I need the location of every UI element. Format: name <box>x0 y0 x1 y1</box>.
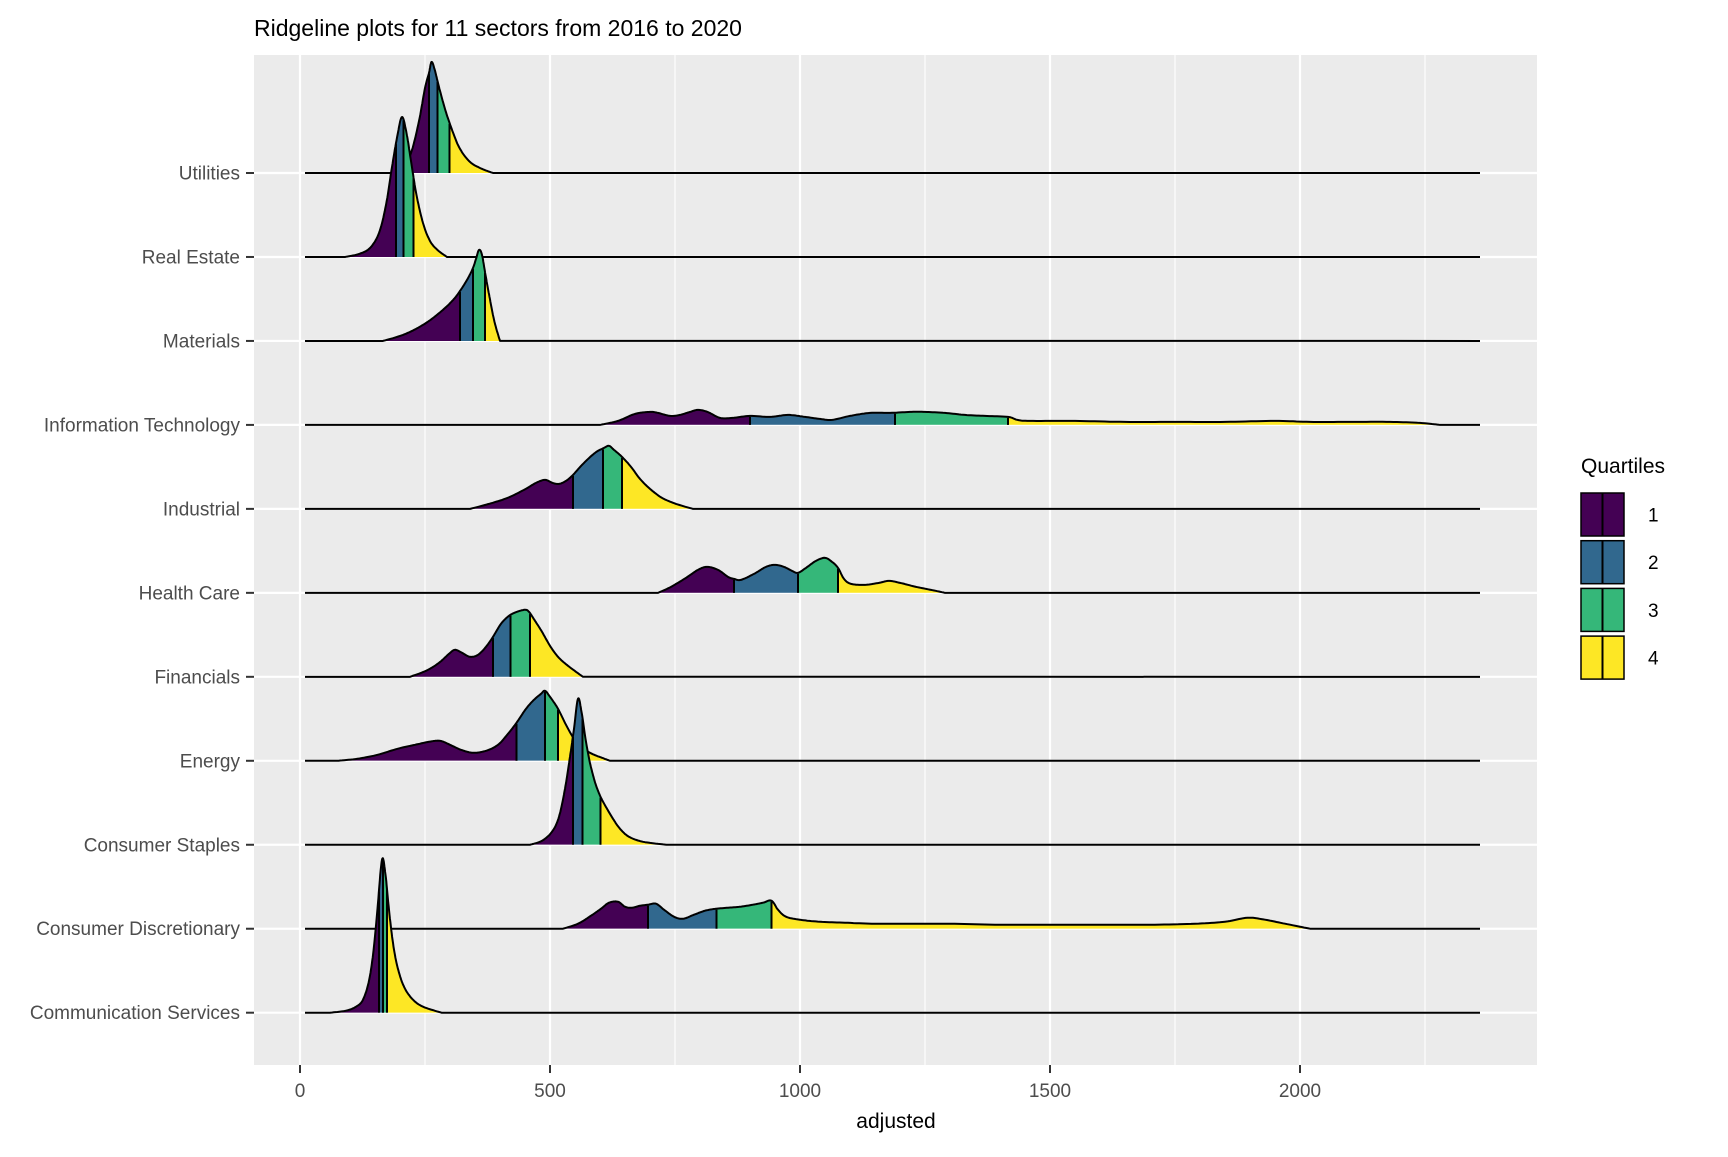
ridge-information-technology <box>305 408 1481 426</box>
ridge-financials <box>305 608 1481 678</box>
y-category-label-consumer-discretionary: Consumer Discretionary <box>36 919 240 940</box>
x-tick-label: 2000 <box>1279 1081 1321 1102</box>
ridge-outline <box>305 408 1481 426</box>
y-category-label-industrial: Industrial <box>163 499 240 520</box>
quartile-area-4 <box>838 567 945 593</box>
y-category-label-information-technology: Information Technology <box>44 415 241 436</box>
ridge-outline <box>305 444 1481 510</box>
y-category-label-health-care: Health Care <box>139 583 240 604</box>
ridge-outline <box>305 899 1481 930</box>
quartile-area-4 <box>530 612 583 677</box>
ridge-outline <box>305 116 1481 258</box>
ridge-utilities <box>305 60 1480 174</box>
quartile-area-4 <box>485 272 500 341</box>
x-axis-ticks: 0 500 1000 1500 2000 <box>295 1065 1321 1102</box>
quartile-area-4 <box>413 177 447 257</box>
quartile-area-3 <box>895 411 1008 425</box>
ridge-outline <box>305 248 1481 342</box>
quartile-area-1 <box>392 73 429 173</box>
x-tick-label: 1000 <box>779 1081 821 1102</box>
quartile-area-4 <box>387 889 442 1013</box>
quartile-area-1 <box>410 636 493 677</box>
quartile-area-1 <box>658 566 734 593</box>
y-category-label-real-estate: Real Estate <box>142 247 240 268</box>
legend-key-3: 3 <box>1580 587 1659 633</box>
quartile-area-4 <box>600 796 667 845</box>
quartile-area-2 <box>573 698 583 845</box>
quartile-area-3 <box>437 81 450 173</box>
legend-entry-label: 3 <box>1648 601 1659 622</box>
quartile-area-3 <box>510 609 530 677</box>
legend-entry-label: 2 <box>1648 553 1659 574</box>
legend-key-2: 2 <box>1580 539 1659 585</box>
y-category-label-consumer-staples: Consumer Staples <box>84 835 240 856</box>
y-category-label-materials: Materials <box>163 331 240 352</box>
legend-entry-label: 1 <box>1648 506 1659 527</box>
y-axis-labels: Utilities Real Estate Materials Information… <box>30 164 254 1024</box>
quartile-area-1 <box>530 735 573 845</box>
quartile-area-2 <box>516 690 545 761</box>
quartile-area-4 <box>449 122 493 173</box>
quartile-area-4 <box>771 900 1310 929</box>
chart-title: Ridgeline plots for 11 sectors from 2016… <box>254 15 742 41</box>
ridge-real-estate <box>305 116 1481 258</box>
legend: 1 2 3 4 <box>1580 492 1659 680</box>
y-category-label-financials: Financials <box>154 667 240 688</box>
quartile-area-3 <box>403 119 414 257</box>
quartile-area-2 <box>429 61 438 173</box>
y-category-label-utilities: Utilities <box>179 164 240 185</box>
panel-background <box>254 55 1537 1065</box>
quartile-area-3 <box>603 445 622 509</box>
quartile-area-3 <box>545 690 558 761</box>
ridge-outline <box>305 697 1481 846</box>
y-category-label-communication-services: Communication Services <box>30 1003 240 1024</box>
ridge-health-care <box>305 556 1481 594</box>
legend-key-1: 1 <box>1580 492 1659 537</box>
ridge-outline <box>305 608 1481 678</box>
quartile-area-2 <box>396 117 404 257</box>
ridge-outline <box>305 556 1481 594</box>
legend-entry-label: 4 <box>1648 649 1659 670</box>
quartile-area-1 <box>330 890 379 1013</box>
quartile-area-2 <box>734 564 798 593</box>
quartile-area-1 <box>345 142 396 257</box>
ridge-consumer-staples <box>305 697 1481 846</box>
quartile-area-4 <box>622 456 693 509</box>
quartile-area-2 <box>648 903 717 929</box>
quartile-area-3 <box>473 249 485 341</box>
quartile-area-2 <box>573 448 603 509</box>
ridge-communication-services <box>305 857 1480 1014</box>
ridge-industrial <box>305 444 1481 510</box>
ridge-outline <box>305 60 1480 174</box>
ridge-consumer-discretionary <box>305 899 1481 930</box>
quartile-area-1 <box>383 290 460 341</box>
x-tick-label: 500 <box>534 1081 566 1102</box>
x-axis-title: adjusted <box>856 1110 935 1133</box>
quartile-area-1 <box>337 722 517 761</box>
ridge-materials <box>305 248 1481 342</box>
ridge-outline <box>305 857 1480 1014</box>
legend-title: Quartiles <box>1581 455 1665 478</box>
quartile-area-3 <box>716 900 772 929</box>
x-tick-label: 1500 <box>1029 1081 1071 1102</box>
x-tick-label: 0 <box>295 1081 306 1102</box>
legend-key-4: 4 <box>1580 635 1659 680</box>
y-category-label-energy: Energy <box>180 751 241 772</box>
